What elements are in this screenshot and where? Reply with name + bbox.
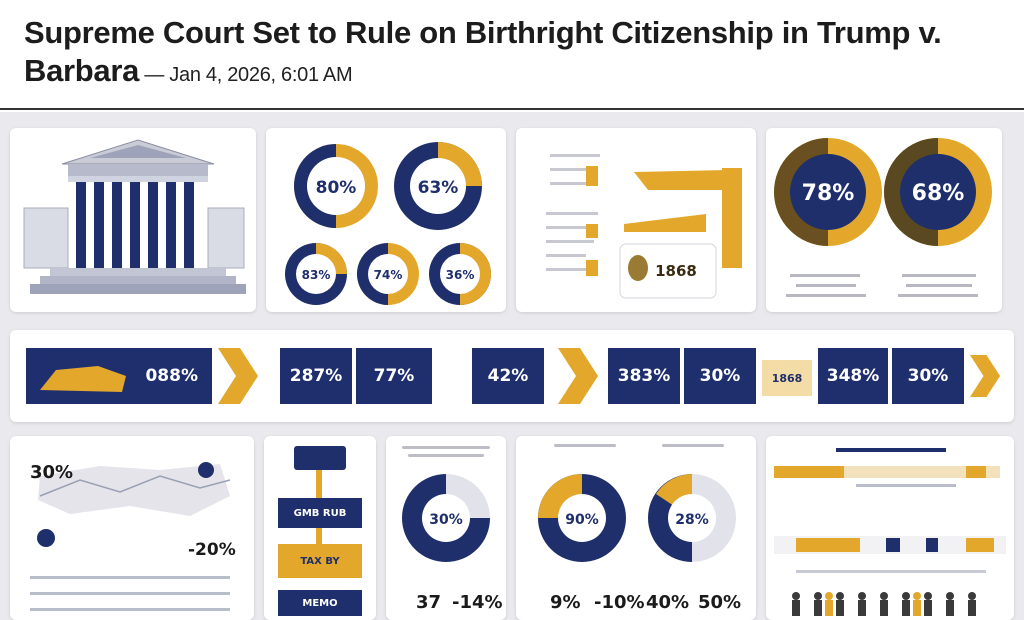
- flow-box-1: GMB RUB: [278, 498, 362, 528]
- chevron-right-icon: [970, 355, 1000, 397]
- donut-chart-group: 80% 63% 83% 74%: [285, 142, 491, 305]
- big-donut-1-label: 78%: [802, 181, 855, 206]
- headline-line-2: Barbara: [24, 53, 140, 88]
- timeline-strip: 088% 287% 77% 42% 383% 30% 1868 348% 30%: [10, 330, 1014, 422]
- stat-3: 9%: [550, 592, 581, 613]
- timeline-item-6: 30%: [684, 348, 756, 404]
- timeline-item-4-label: 42%: [487, 366, 529, 386]
- flow-box-2-label: TAX BY: [300, 555, 340, 567]
- world-map-graphic: [30, 462, 231, 611]
- timeline-item-8: 30%: [892, 348, 964, 404]
- big-donut-panel: 78% 68%: [766, 128, 1002, 312]
- seal-text: 1868: [655, 262, 697, 280]
- timeline-item-3: 77%: [356, 348, 432, 404]
- map-top-value: 30%: [30, 462, 74, 483]
- people-bar-panel: [766, 436, 1014, 620]
- pair-donut-1-label: 90%: [565, 512, 599, 528]
- flow-connector: [316, 528, 322, 544]
- courthouse-icon: [23, 139, 246, 294]
- pair-donut-chart: 90% 28%: [538, 474, 736, 562]
- timeline-item-7-label: 348%: [826, 366, 880, 386]
- single-donut-panel: 30%: [386, 436, 506, 620]
- big-donut-2-label: 68%: [912, 181, 965, 206]
- timeline-item-8-label: 30%: [907, 366, 949, 386]
- pair-donut-2: 28%: [648, 474, 736, 562]
- flow-box-3: MEMO: [278, 590, 362, 616]
- dateline-separator: —: [139, 64, 170, 86]
- donut-small-2-label: 74%: [374, 268, 403, 282]
- flow-box-3-label: MEMO: [302, 597, 338, 609]
- donut-large-2: 63%: [394, 142, 482, 230]
- map-bottom-value: -20%: [188, 540, 236, 560]
- timeline-item-1-label: 088%: [145, 366, 198, 386]
- donut-large-2-label: 63%: [418, 178, 459, 198]
- donut-small-1-label: 83%: [302, 268, 331, 282]
- people-bar-graphic: [774, 448, 1006, 616]
- timeline-sub-label: 1868: [762, 360, 812, 396]
- bar-arrow-graphic: 1868: [546, 154, 742, 299]
- infographic-image: 80% 63% 83% 74%: [0, 112, 1024, 620]
- timeline-item-2-label: 287%: [289, 366, 343, 386]
- stat-1: 37: [416, 592, 442, 613]
- flow-box-1-label: GMB RUB: [293, 507, 347, 519]
- flow-header: [294, 446, 346, 470]
- timeline-sub-label-text: 1868: [771, 371, 803, 385]
- timeline-item-7: 348%: [818, 348, 888, 404]
- donut-large-1: 80%: [294, 144, 378, 228]
- flow-connector: [316, 470, 322, 498]
- bar-arrow-panel: 1868: [516, 128, 756, 312]
- courthouse-illustration: [10, 128, 256, 312]
- big-donut-2: 68%: [884, 138, 992, 246]
- big-donut-chart: 78% 68%: [774, 138, 992, 297]
- donut-small-2: 74%: [357, 243, 419, 305]
- hand-icon: [40, 366, 126, 392]
- pair-donut-panel: 90% 28%: [516, 436, 756, 620]
- timeline-item-1: 088%: [26, 348, 212, 404]
- timeline-item-3-label: 77%: [373, 366, 415, 386]
- timeline-item-6-label: 30%: [699, 366, 741, 386]
- single-donut-chart: 30%: [402, 474, 490, 562]
- donut-small-3-label: 36%: [446, 268, 475, 282]
- donut-small-3: 36%: [429, 243, 491, 305]
- dateline: Jan 4, 2026, 6:01 AM: [169, 64, 353, 86]
- single-donut-label: 30%: [429, 512, 463, 528]
- flow-box-2: TAX BY: [278, 544, 362, 578]
- stat-4: -10%: [594, 592, 645, 613]
- pair-donut-1: 90%: [538, 474, 626, 562]
- chevron-right-icon: [558, 348, 598, 404]
- article-header: Supreme Court Set to Rule on Birthright …: [0, 0, 1024, 110]
- stat-2: -14%: [452, 592, 503, 613]
- donut-panel: 80% 63% 83% 74%: [266, 128, 506, 312]
- donut-small-1: 83%: [285, 243, 347, 305]
- donut-large-1-label: 80%: [316, 178, 357, 198]
- timeline-item-2: 287%: [280, 348, 352, 404]
- big-donut-1: 78%: [774, 138, 882, 246]
- headline-line-1: Supreme Court Set to Rule on Birthright …: [24, 15, 942, 50]
- headline: Supreme Court Set to Rule on Birthright …: [24, 14, 1000, 94]
- timeline-item-5: 383%: [608, 348, 680, 404]
- map-panel: 30% -20%: [10, 436, 254, 620]
- stat-5: 40%: [646, 592, 690, 613]
- timeline-item-4: 42%: [472, 348, 544, 404]
- flow-panel: GMB RUB TAX BY MEMO: [264, 436, 376, 620]
- timeline-item-5-label: 383%: [617, 366, 671, 386]
- stat-6: 50%: [698, 592, 742, 613]
- pair-donut-2-label: 28%: [675, 512, 709, 528]
- chevron-right-icon: [218, 348, 258, 404]
